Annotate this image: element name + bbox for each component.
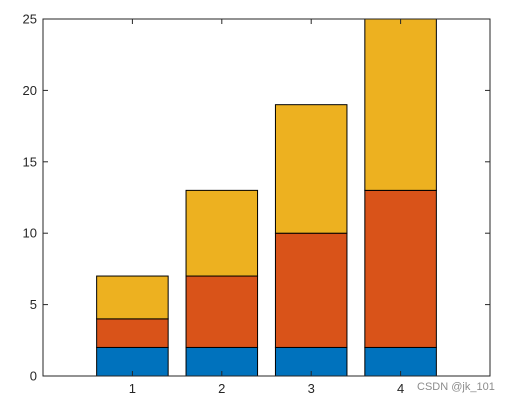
y-tick-label-20: 20 xyxy=(23,83,37,98)
bar-segment-cat2-series2 xyxy=(185,275,259,348)
bar-segment-cat2-series3 xyxy=(185,189,259,277)
bar-segment-cat3-series3 xyxy=(274,104,348,234)
x-tick-label-2: 2 xyxy=(218,381,225,396)
bar-segment-cat4-series3 xyxy=(364,18,437,191)
y-tick-label-5: 5 xyxy=(30,297,37,312)
bar-segment-cat4-series2 xyxy=(364,189,437,348)
y-tick-label-0: 0 xyxy=(30,369,37,384)
watermark-text: CSDN @jk_101 xyxy=(417,381,495,393)
x-tick-label-1: 1 xyxy=(129,381,136,396)
ticks-layer: 0 5 10 15 20 25 1 2 3 4 xyxy=(23,12,490,396)
x-tick-label-3: 3 xyxy=(308,381,315,396)
x-tick-label-4: 4 xyxy=(397,381,404,396)
y-tick-label-25: 25 xyxy=(23,12,37,27)
bar-segment-cat1-series3 xyxy=(96,275,169,320)
bar-segment-cat3-series2 xyxy=(274,232,348,348)
bar-segment-cat1-series2 xyxy=(96,318,169,348)
y-tick-label-15: 15 xyxy=(23,154,37,169)
axes-box xyxy=(42,18,491,377)
bars-layer xyxy=(96,18,437,377)
y-tick-label-10: 10 xyxy=(23,226,37,241)
